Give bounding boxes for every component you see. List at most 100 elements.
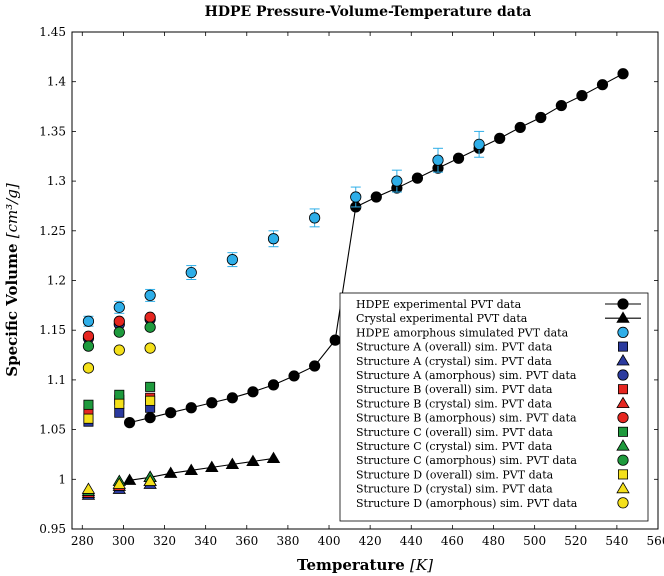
data-point bbox=[184, 463, 198, 475]
data-point bbox=[225, 457, 240, 469]
data-point bbox=[411, 172, 424, 184]
data-point bbox=[145, 381, 156, 392]
data-point bbox=[81, 482, 96, 494]
y-axis: 0.95 1 1.05 1.1 1.15 1.2 1.25 1.3 1.35 1.4 1.45 bbox=[39, 25, 658, 536]
data-point bbox=[432, 154, 444, 166]
chart-title: HDPE Pressure-Volume-Temperature data bbox=[205, 4, 532, 20]
legend-entry-structure-b-crystal-sim-pvt-data: Structure B (crystal) sim. PVT data bbox=[356, 396, 630, 410]
data-point bbox=[123, 417, 136, 429]
data-point bbox=[82, 362, 95, 374]
data-point bbox=[370, 191, 382, 203]
data-point bbox=[350, 191, 362, 203]
legend-marker bbox=[617, 497, 629, 509]
data-point bbox=[617, 68, 629, 80]
data-point bbox=[226, 392, 238, 404]
legend-marker bbox=[618, 469, 629, 480]
x-tick-label: 520 bbox=[564, 534, 587, 548]
legend-entry-structure-b-amorphous-sim-pvt-data: Structure B (amorphous) sim. PVT data bbox=[356, 411, 629, 425]
legend-entry-structure-d-crystal-sim-pvt-data: Structure D (crystal) sim. PVT data bbox=[356, 481, 630, 496]
x-tick-label: 480 bbox=[482, 534, 505, 548]
data-point bbox=[113, 301, 125, 313]
legend-entry-structure-c-overall-sim-pvt-data: Structure C (overall) sim. PVT data bbox=[356, 426, 629, 439]
data-point bbox=[185, 402, 197, 414]
legend-marker bbox=[618, 341, 629, 352]
legend-label: Structure C (overall) sim. PVT data bbox=[356, 426, 553, 439]
data-point bbox=[82, 330, 95, 342]
legend-marker bbox=[618, 384, 629, 395]
data-point bbox=[226, 254, 238, 266]
legend-entry-crystal-experimental-pvt-data: Crystal experimental PVT data bbox=[356, 311, 641, 325]
x-tick-label: 320 bbox=[153, 534, 176, 548]
data-point bbox=[391, 175, 403, 187]
y-tick-label: 1.35 bbox=[39, 124, 66, 138]
legend-label: Structure A (amorphous) sim. PVT data bbox=[356, 369, 577, 382]
legend-entry-hdpe-experimental-pvt-data: HDPE experimental PVT data bbox=[356, 298, 641, 311]
data-point bbox=[82, 340, 95, 352]
legend-marker bbox=[616, 311, 630, 323]
x-tick-label: 300 bbox=[112, 534, 135, 548]
legend-label: HDPE experimental PVT data bbox=[356, 298, 522, 311]
legend-label: Structure A (crystal) sim. PVT data bbox=[356, 355, 552, 368]
legend-marker bbox=[616, 439, 630, 451]
data-point bbox=[309, 212, 321, 224]
x-tick-label: 360 bbox=[235, 534, 258, 548]
legend-marker bbox=[617, 411, 629, 424]
legend-label: Structure D (overall) sim. PVT data bbox=[356, 468, 554, 481]
data-point bbox=[145, 395, 156, 406]
legend-label: Structure A (overall) sim. PVT data bbox=[356, 341, 553, 354]
legend-marker bbox=[617, 326, 629, 338]
x-tick-label: 560 bbox=[647, 534, 664, 548]
legend-label: Crystal experimental PVT data bbox=[356, 312, 528, 325]
y-tick-label: 1.3 bbox=[47, 174, 66, 188]
data-point bbox=[514, 121, 526, 134]
data-point bbox=[114, 389, 125, 400]
data-point bbox=[113, 326, 125, 338]
data-point bbox=[288, 370, 300, 382]
x-tick-label: 340 bbox=[194, 534, 217, 548]
data-point bbox=[114, 407, 125, 418]
data-point bbox=[535, 111, 547, 124]
y-tick-label: 1.25 bbox=[39, 224, 66, 238]
data-point bbox=[112, 477, 126, 489]
y-tick-label: 1.15 bbox=[39, 323, 66, 337]
y-axis-label: Specific Volume [cm³/g] bbox=[3, 183, 21, 377]
legend-marker bbox=[618, 426, 629, 437]
data-point bbox=[83, 413, 94, 424]
data-point bbox=[247, 386, 259, 398]
data-point bbox=[144, 311, 156, 323]
y-tick-label: 1.05 bbox=[39, 423, 66, 437]
data-point bbox=[165, 407, 177, 419]
data-point bbox=[267, 379, 280, 391]
data-point bbox=[205, 460, 219, 472]
legend-entry-structure-c-amorphous-sim-pvt-data: Structure C (amorphous) sim. PVT data bbox=[356, 454, 629, 467]
legend-label: Structure D (amorphous) sim. PVT data bbox=[356, 497, 578, 510]
x-tick-label: 280 bbox=[71, 534, 94, 548]
legend-marker bbox=[616, 481, 630, 494]
x-axis-label: Temperature [K] bbox=[297, 556, 433, 574]
y-tick-label: 1.1 bbox=[47, 373, 66, 387]
series-structure-c-amorphous-sim-pvt-data bbox=[82, 321, 156, 352]
data-point bbox=[163, 466, 178, 478]
y-tick-label: 1.4 bbox=[47, 75, 66, 89]
legend-marker bbox=[617, 369, 629, 381]
data-point bbox=[144, 289, 156, 302]
series-structure-b-amorphous-sim-pvt-data bbox=[82, 311, 156, 342]
x-tick-label: 440 bbox=[400, 534, 423, 548]
data-point bbox=[144, 412, 156, 424]
data-point bbox=[113, 344, 125, 356]
data-point bbox=[144, 342, 156, 354]
data-point bbox=[473, 138, 485, 150]
series-layer bbox=[81, 68, 629, 500]
data-point bbox=[114, 398, 125, 409]
data-point bbox=[122, 473, 137, 485]
legend-entry-structure-a-overall-sim-pvt-data: Structure A (overall) sim. PVT data bbox=[356, 341, 629, 354]
series-hdpe-amorphous-simulated-pvt-data bbox=[82, 130, 485, 327]
legend-label: Structure D (crystal) sim. PVT data bbox=[356, 483, 553, 496]
legend-label: Structure C (amorphous) sim. PVT data bbox=[356, 454, 577, 467]
data-point bbox=[113, 315, 125, 327]
legend-entry-structure-a-crystal-sim-pvt-data: Structure A (crystal) sim. PVT data bbox=[356, 354, 630, 368]
legend-entry-structure-a-amorphous-sim-pvt-data: Structure A (amorphous) sim. PVT data bbox=[356, 369, 629, 382]
legend-entry-structure-d-amorphous-sim-pvt-data: Structure D (amorphous) sim. PVT data bbox=[356, 497, 629, 510]
data-point bbox=[266, 451, 281, 464]
